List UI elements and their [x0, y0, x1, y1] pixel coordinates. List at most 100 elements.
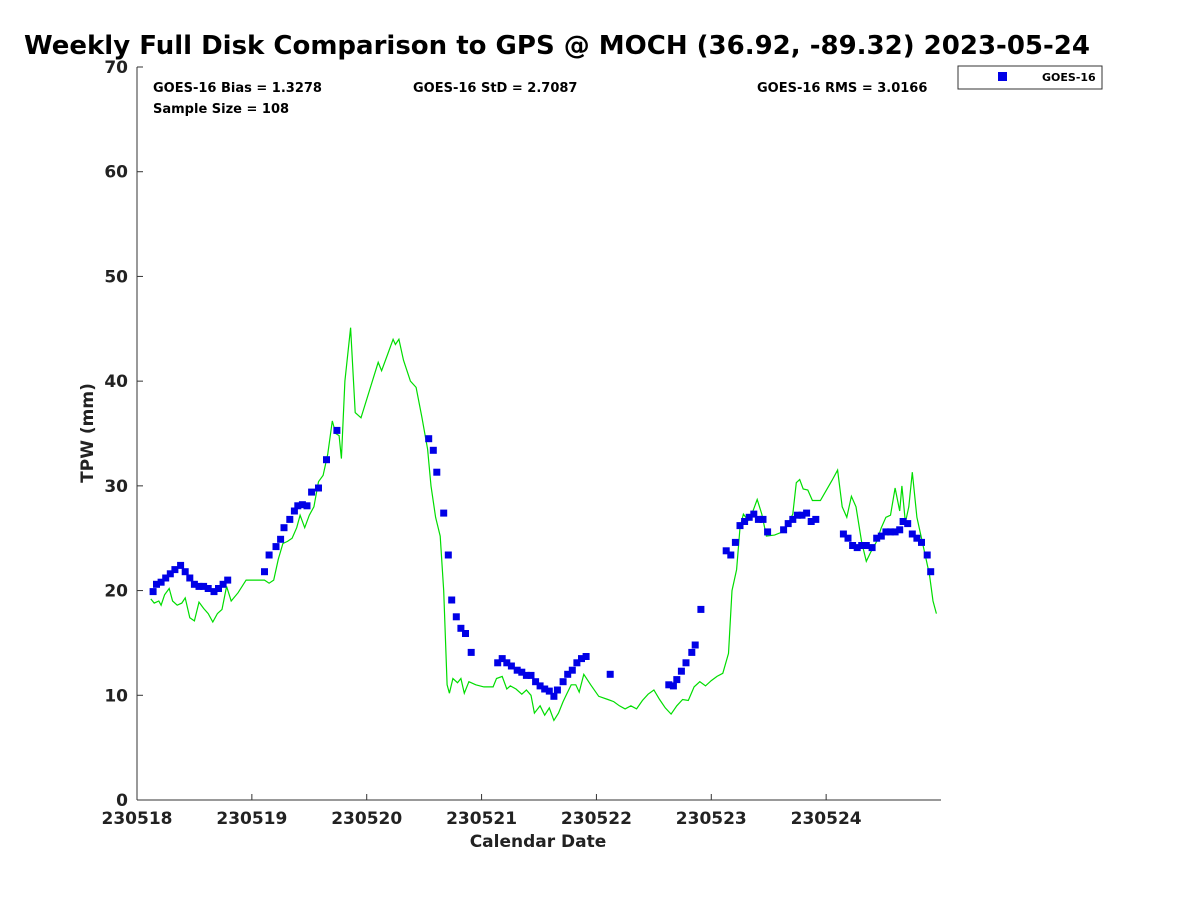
goes-16-data-point [803, 509, 811, 517]
goes-16-data-point [807, 518, 815, 525]
goes-16-data-point [582, 653, 590, 660]
goes-16-series-markers [149, 426, 935, 700]
goes-16-data-point [550, 692, 558, 700]
goes-16-data-point [873, 534, 881, 542]
goes-16-data-point [224, 576, 232, 584]
goes-16-data-point [908, 530, 916, 538]
y-tick-label: 10 [104, 686, 128, 706]
axes [136, 67, 941, 801]
goes-16-data-point [195, 582, 203, 590]
goes-16-data-point [853, 544, 861, 552]
legend-box [957, 65, 1103, 90]
goes-16-data-point [745, 513, 753, 521]
goes-16-data-point [171, 566, 179, 574]
goes-16-data-point [425, 435, 433, 443]
x-tick-label: 230523 [676, 809, 747, 829]
goes-16-data-point [298, 501, 306, 509]
goes-16-data-point [541, 685, 549, 693]
goes-16-data-point [750, 510, 758, 518]
goes-16-data-point [896, 526, 904, 534]
goes-16-data-point [440, 509, 448, 517]
y-tick-label: 60 [104, 163, 128, 183]
goes-16-data-point [452, 613, 460, 621]
legend-marker [998, 72, 1007, 81]
goes-16-data-point [303, 502, 311, 510]
goes-16-data-point [503, 659, 511, 667]
goes-16-data-point [513, 666, 521, 674]
goes-16-data-point [899, 518, 907, 525]
x-tick-label: 230522 [561, 809, 632, 829]
goes-16-data-point [462, 630, 469, 637]
goes-16-data-point [736, 522, 744, 530]
goes-16-data-point [887, 528, 894, 536]
goes-16-data-point [754, 515, 762, 523]
goes-16-data-point [333, 426, 341, 434]
goes-16-data-point [918, 538, 925, 546]
y-tick-label: 20 [104, 582, 128, 602]
goes-16-data-point [812, 515, 820, 523]
goes-16-data-point [862, 542, 870, 549]
goes-16-data-point [186, 574, 194, 582]
y-axis-label: TPW (mm) [78, 383, 98, 483]
goes-16-data-point [784, 520, 792, 528]
bias-stat: GOES-16 Bias = 1.3278 [153, 81, 322, 96]
goes-16-data-point [553, 686, 561, 694]
goes-16-data-point [286, 515, 294, 523]
goes-16-data-point [868, 544, 876, 552]
goes-16-data-point [545, 687, 553, 695]
goes-16-data-point [308, 488, 316, 496]
goes-16-data-point [149, 588, 157, 596]
goes-16-data-point [849, 542, 857, 549]
goes-16-data-point [219, 580, 227, 588]
goes-16-data-point [891, 528, 899, 536]
goes-16-data-point [522, 671, 530, 679]
std-stat: GOES-16 StD = 2.7087 [413, 81, 577, 96]
goes-16-data-point [665, 681, 673, 689]
goes-16-data-point [467, 648, 475, 656]
goes-16-data-point [877, 532, 885, 540]
goes-16-data-point [290, 507, 298, 515]
goes-16-data-point [759, 515, 767, 523]
goes-16-data-point [157, 578, 165, 586]
goes-16-data-point [677, 667, 685, 675]
goes-16-data-point [844, 534, 852, 542]
goes-16-data-point [564, 670, 572, 678]
goes-16-data-point [764, 528, 772, 536]
y-tick-label: 40 [104, 372, 128, 392]
goes-16-data-point [457, 624, 465, 632]
goes-16-data-point [315, 484, 322, 492]
goes-16-data-point [731, 538, 739, 546]
legend: GOES-16 [957, 65, 1103, 90]
rms-stat: GOES-16 RMS = 3.0166 [757, 81, 927, 96]
goes-16-data-point [682, 659, 690, 667]
goes-16-data-point [741, 518, 749, 525]
goes-16-data-point [927, 568, 935, 576]
goes-16-data-point [265, 551, 273, 559]
x-axis-label: Calendar Date [470, 832, 607, 852]
x-tick-label: 230520 [331, 809, 402, 829]
goes-16-data-point [839, 530, 847, 538]
goes-16-data-point [280, 524, 288, 532]
goes-16-data-point [691, 641, 699, 649]
goes-16-data-point [277, 535, 285, 543]
goes-16-data-point [780, 526, 788, 534]
goes-16-data-point [559, 678, 567, 686]
goes-16-data-point [532, 678, 540, 686]
goes-16-data-point [578, 655, 585, 663]
legend-label-goes-16: GOES-16 [1042, 71, 1096, 84]
goes-16-data-point [200, 582, 208, 590]
goes-16-data-point [858, 542, 866, 549]
goes-16-data-point [181, 568, 189, 576]
goes-16-data-point [669, 682, 677, 690]
goes-16-data-point [190, 580, 198, 588]
goes-16-data-point [793, 511, 801, 519]
y-tick-label: 50 [104, 267, 128, 287]
goes-16-data-point [177, 561, 185, 569]
x-ticks: 230518 230519 230520 230521 230522 230523 2305… [102, 794, 862, 829]
goes-16-data-point [494, 659, 502, 667]
goes-16-data-point [272, 543, 280, 551]
sample-size-stat: Sample Size = 108 [153, 102, 289, 117]
goes-16-data-point [527, 671, 535, 679]
